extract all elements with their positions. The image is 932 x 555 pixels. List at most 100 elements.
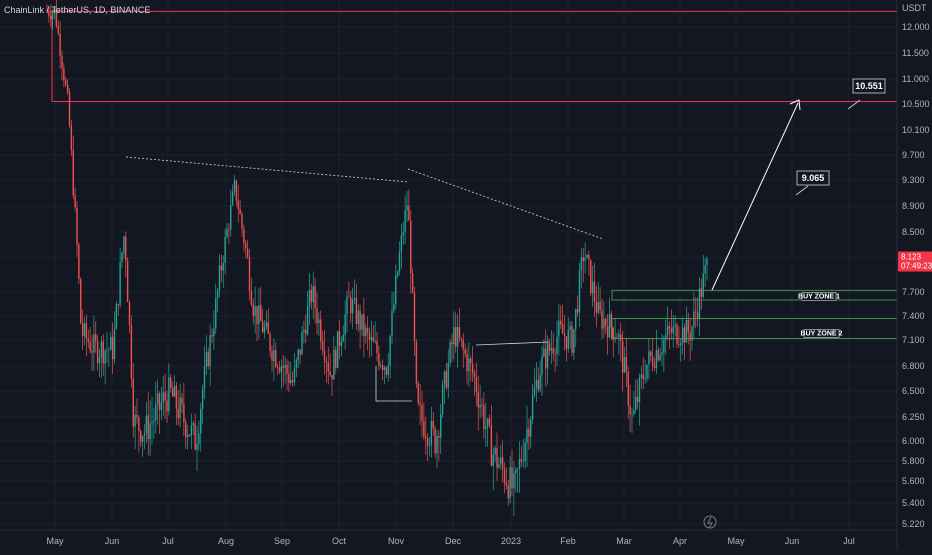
candle-body	[460, 337, 463, 340]
candle-body	[145, 415, 148, 434]
candle-body	[672, 326, 674, 333]
candle-body	[321, 341, 324, 351]
candle-body	[381, 365, 384, 371]
candle-body	[125, 236, 127, 261]
candle-body	[320, 319, 322, 342]
candle-body	[402, 232, 404, 236]
candle-body	[546, 343, 549, 369]
y-tick-label: 10.100	[902, 125, 930, 135]
candle-body	[170, 377, 172, 389]
candle-body	[689, 332, 691, 341]
candle-body	[314, 286, 316, 309]
candle-body	[115, 304, 118, 329]
candle-body	[614, 337, 616, 340]
lightning-icon[interactable]	[703, 515, 717, 529]
candle-body	[638, 377, 641, 403]
buy-zone-label: BUY ZONE 2	[801, 330, 843, 337]
candle-body	[89, 342, 91, 352]
candle-body	[481, 404, 483, 406]
candle-body	[215, 298, 217, 329]
candle-body	[72, 150, 74, 196]
candle-body	[102, 341, 104, 364]
candle-body	[340, 341, 343, 347]
candle-body	[561, 324, 564, 334]
candle-body	[346, 296, 348, 315]
candle-body	[605, 319, 607, 326]
candle-body	[524, 443, 526, 462]
candle-body	[181, 397, 183, 404]
candle-body	[621, 340, 624, 373]
candle-body	[106, 349, 108, 351]
candle-body	[196, 443, 198, 450]
candle-body	[670, 328, 673, 333]
candle-body	[123, 236, 125, 253]
candle-body	[368, 333, 371, 341]
candle-body	[278, 368, 281, 372]
candle-body	[316, 308, 318, 324]
candle-body	[500, 457, 502, 464]
candle-body	[636, 396, 639, 403]
candle-body	[391, 310, 393, 336]
candle-body	[70, 125, 73, 151]
candle-body	[640, 374, 643, 378]
candle-body	[663, 339, 665, 353]
candle-body	[261, 320, 264, 333]
arrow-head-icon	[789, 99, 801, 111]
candle-body	[188, 434, 191, 436]
candle-body	[179, 397, 181, 419]
candle-body	[325, 361, 328, 363]
candle-body	[479, 404, 481, 408]
candle-body	[531, 395, 534, 420]
candle-body	[190, 425, 193, 436]
candle-body	[198, 433, 200, 444]
candle-body	[648, 351, 650, 365]
candle-body	[68, 92, 71, 126]
candle-body	[393, 304, 395, 311]
candle-body	[680, 343, 682, 345]
annotations: 9.065 10.551	[125, 78, 886, 402]
candle-body	[498, 463, 500, 468]
candle-body	[81, 323, 84, 337]
candle-body	[573, 328, 575, 353]
candle-body	[183, 403, 185, 423]
x-tick-label: Jun	[785, 536, 800, 546]
candle-body	[248, 257, 251, 292]
time-axis[interactable]	[0, 530, 897, 550]
candle-body	[342, 334, 344, 342]
candle-body	[492, 454, 494, 466]
candle-body	[503, 468, 506, 483]
candle-body	[421, 404, 423, 422]
candle-body	[681, 327, 684, 344]
candle-body	[276, 366, 279, 369]
candle-body	[411, 273, 414, 293]
candle-body	[501, 457, 504, 469]
candle-body	[353, 297, 356, 300]
candle-body	[286, 364, 288, 374]
candle-body	[608, 313, 611, 338]
range-line	[375, 366, 412, 402]
countdown-timer: 07:49:23	[901, 262, 932, 271]
candle-body	[593, 281, 596, 303]
candle-body	[674, 324, 676, 327]
price-axis[interactable]	[897, 0, 932, 550]
candle-body	[417, 383, 419, 404]
candle-body	[130, 325, 133, 379]
candle-body	[623, 357, 626, 373]
candle-body	[91, 351, 93, 353]
candle-body	[560, 320, 562, 325]
candle-body	[263, 327, 266, 333]
candle-body	[631, 414, 633, 415]
candle-body	[380, 365, 382, 367]
candle-body	[486, 418, 489, 427]
candle-body	[526, 428, 528, 444]
candle-body	[419, 403, 421, 405]
candle-body	[323, 350, 326, 362]
candle-body	[288, 373, 290, 383]
candle-body	[507, 485, 509, 499]
candle-body	[166, 400, 168, 412]
candle-body	[207, 352, 209, 367]
candle-body	[50, 16, 52, 20]
candle-body	[400, 235, 403, 252]
